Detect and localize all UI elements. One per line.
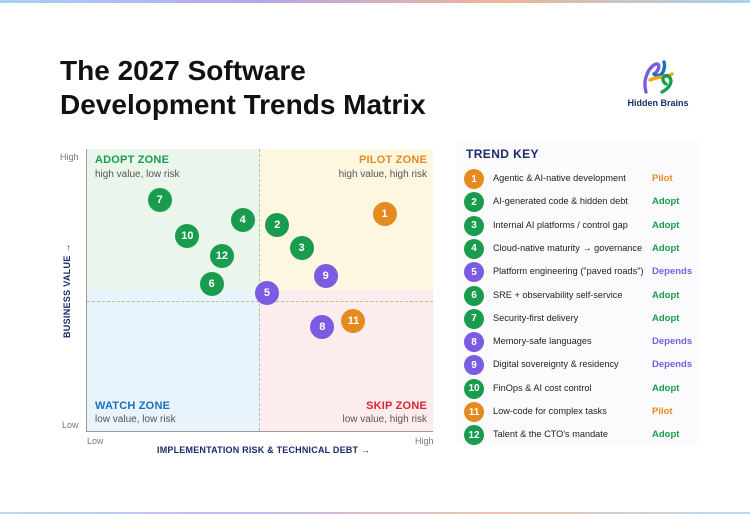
trend-key-row: 9 Digital sovereignty & residency Depends (464, 354, 700, 376)
pilot-zone-subtitle: high value, high risk (338, 169, 427, 180)
trend-key-row: 4 Cloud-native maturity → governance Adopt (464, 238, 700, 260)
trend-key-status: Adopt (652, 429, 680, 441)
trend-key-label: AI-generated code & hidden debt (493, 196, 628, 207)
trend-key-status: Pilot (652, 406, 673, 417)
trend-key-row: 11 Low-code for complex tasks Pilot (464, 401, 700, 423)
trend-point-10: 10 (175, 224, 200, 249)
trend-point-5: 5 (254, 280, 279, 305)
trend-key-number: 9 (464, 355, 484, 376)
trend-point-4: 4 (230, 207, 255, 232)
trend-key-label: Platform engineering ("paved roads") (493, 266, 644, 277)
trend-point-2: 2 (265, 213, 290, 238)
trend-key-label: Memory-safe languages (493, 336, 592, 347)
trend-key-row: 12 Talent & the CTO's mandate Adopt (464, 424, 700, 446)
x-axis-line (86, 431, 433, 432)
trend-key-number: 1 (464, 169, 484, 189)
title-line2-bold: Development Trends (60, 89, 336, 120)
skip-zone-subtitle: low value, high risk (342, 414, 427, 425)
trend-key-status: Adopt (652, 312, 680, 324)
y-axis-label: BUSINESS VALUE → (62, 243, 72, 338)
trend-key-number: 11 (464, 402, 484, 422)
brand-logo: Hidden Brains (622, 58, 694, 108)
trend-key-row: 10 FinOps & AI cost control Adopt (464, 378, 700, 400)
trend-key-title: TREND KEY (466, 147, 539, 161)
x-tick-low: Low (87, 436, 104, 446)
trend-key-number: 4 (464, 238, 484, 259)
x-tick-high: High (415, 436, 434, 446)
trend-key-row: 7 Security-first delivery Adopt (464, 308, 700, 330)
trend-point-9: 9 (313, 263, 338, 288)
trend-key-number: 5 (464, 262, 484, 283)
trend-key-label: Low-code for complex tasks (493, 406, 607, 416)
trend-key-row: 6 SRE + observability self-service Adopt (464, 285, 700, 307)
trend-key-status: Depends (652, 266, 693, 278)
y-axis-line (86, 149, 87, 432)
trend-key-number: 2 (464, 192, 484, 213)
trend-point-8: 8 (310, 314, 335, 339)
trend-matrix-chart: ADOPT ZONE high value, low risk PILOT ZO… (87, 149, 433, 431)
trend-key-row: 8 Memory-safe languages Depends (464, 331, 700, 353)
trend-key-label: Digital sovereignty & residency (493, 359, 619, 370)
watch-zone-subtitle: low value, low risk (95, 414, 176, 425)
title-line1-bold: 2027 Software (117, 55, 306, 86)
trend-key-row: 5 Platform engineering ("paved roads") Dep… (464, 261, 700, 283)
trend-key-status: Adopt (652, 289, 680, 301)
skip-zone-title: SKIP ZONE (366, 400, 427, 412)
pilot-zone-title: PILOT ZONE (359, 154, 427, 166)
trend-point-11: 11 (341, 309, 366, 334)
trend-point-3: 3 (289, 235, 314, 260)
trend-key-label: SRE + observability self-service (493, 289, 623, 300)
trend-key-label: FinOps & AI cost control (493, 382, 592, 393)
y-tick-high: High (60, 152, 79, 162)
trend-point-7: 7 (147, 187, 172, 212)
adopt-zone-subtitle: high value, low risk (95, 169, 180, 180)
top-gradient-rule (0, 0, 750, 3)
trend-key-label: Internal AI platforms / control gap (493, 219, 628, 230)
x-axis-label: IMPLEMENTATION RISK & TECHNICAL DEBT → (157, 445, 371, 455)
trend-key-panel (456, 140, 700, 445)
watch-zone-title: WATCH ZONE (95, 400, 171, 412)
y-tick-low: Low (62, 420, 79, 430)
trend-key-status: Pilot (652, 173, 673, 184)
page-title: The 2027 Software Development Trends Mat… (60, 54, 426, 122)
title-line1-prefix: The (60, 55, 118, 86)
trend-key-status: Depends (652, 336, 693, 348)
trend-point-6: 6 (199, 272, 224, 297)
trend-key-number: 7 (464, 308, 484, 329)
trend-key-row: 1 Agentic & AI-native development Pilot (464, 168, 700, 190)
trend-key-label: Cloud-native maturity → governance (493, 242, 643, 253)
trend-key-number: 8 (464, 332, 484, 353)
trend-key-label: Talent & the CTO's mandate (493, 429, 608, 440)
trend-key-number: 6 (464, 285, 484, 306)
trend-key-status: Adopt (652, 196, 680, 208)
trend-key-row: 2 AI-generated code & hidden debt Adopt (464, 191, 700, 213)
trend-key-label: Security-first delivery (493, 312, 579, 323)
title-line2-suffix: Matrix (335, 89, 426, 120)
pilot-quadrant (260, 149, 433, 290)
trend-key-number: 10 (464, 378, 484, 399)
watch-quadrant (87, 290, 260, 431)
trend-key-status: Adopt (652, 382, 680, 394)
logo-text: Hidden Brains (627, 98, 689, 108)
bottom-gradient-rule (0, 512, 750, 514)
trend-key-status: Adopt (652, 219, 680, 231)
trend-key-number: 12 (464, 425, 484, 446)
trend-key-row: 3 Internal AI platforms / control gap Adop… (464, 215, 700, 237)
trend-key-label: Agentic & AI-native development (493, 173, 626, 183)
logo-mark-icon (643, 60, 674, 94)
trend-key-status: Depends (652, 359, 693, 371)
trend-key-status: Adopt (652, 242, 680, 254)
trend-point-12: 12 (209, 244, 234, 269)
trend-key-number: 3 (464, 215, 484, 236)
adopt-zone-title: ADOPT ZONE (95, 154, 170, 166)
trend-point-1: 1 (372, 201, 397, 226)
